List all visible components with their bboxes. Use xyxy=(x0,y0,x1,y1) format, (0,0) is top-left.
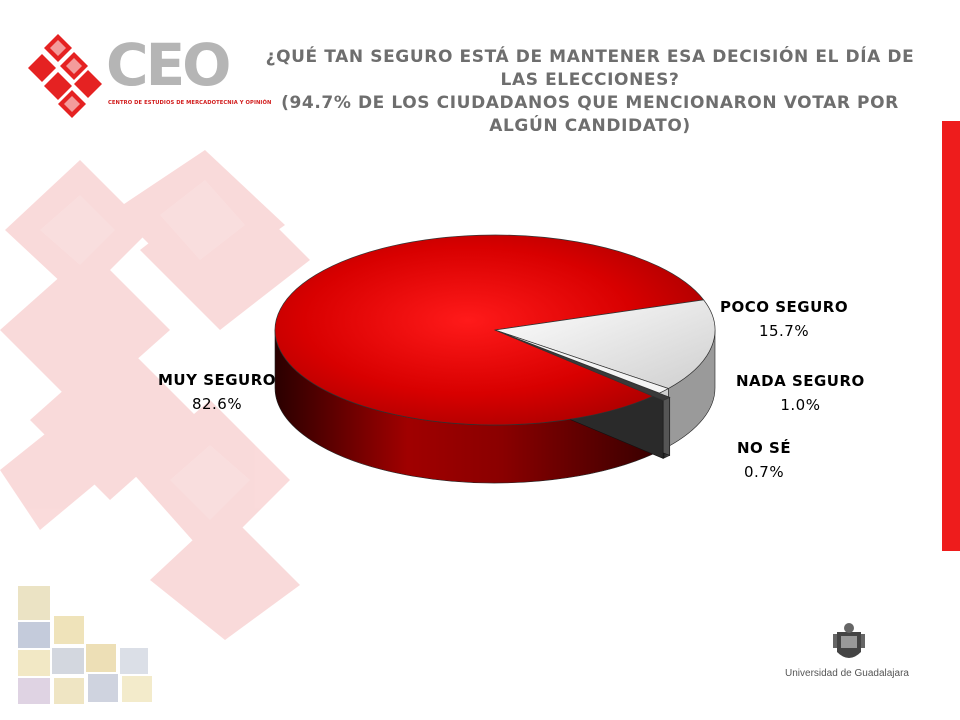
accent-bar xyxy=(942,121,960,551)
slide-title: ¿QUÉ TAN SEGURO ESTÁ DE MANTENER ESA DEC… xyxy=(262,46,918,138)
slice-poco-seguro xyxy=(494,299,716,389)
title-subtitle: (94.7% DE LOS CIUDADANOS QUE MENCIONARON… xyxy=(281,93,899,136)
university-name: Universidad de Guadalajara xyxy=(785,668,909,679)
university-logo: Universidad de Guadalajara xyxy=(785,622,925,682)
pie-tops xyxy=(274,234,716,426)
label-poco-seguro-name: POCO SEGURO xyxy=(720,298,849,316)
label-poco-seguro: POCO SEGURO 15.7% xyxy=(720,295,848,343)
photo-mosaic xyxy=(18,586,152,704)
slice-muy-seguro xyxy=(274,234,705,426)
logo-wordmark: CEO xyxy=(106,31,231,99)
label-muy-seguro: MUY SEGURO 82.6% xyxy=(158,368,276,416)
label-no-se: NO SÉ 0.7% xyxy=(737,436,791,484)
ceo-logo: CEO CENTRO DE ESTUDIOS DE MERCADOTECNIA … xyxy=(28,30,271,120)
label-no-se-value: 0.7% xyxy=(743,463,785,481)
label-no-se-name: NO SÉ xyxy=(737,439,792,457)
label-nada-seguro: NADA SEGURO 1.0% xyxy=(736,369,865,417)
label-poco-seguro-value: 15.7% xyxy=(758,322,810,340)
label-muy-seguro-name: MUY SEGURO xyxy=(158,371,277,389)
slice-no-se xyxy=(505,333,671,401)
university-crest-icon xyxy=(833,623,865,658)
label-nada-seguro-name: NADA SEGURO xyxy=(736,372,865,390)
title-question: ¿QUÉ TAN SEGURO ESTÁ DE MANTENER ESA DEC… xyxy=(265,47,915,90)
label-nada-seguro-value: 1.0% xyxy=(780,396,821,414)
label-muy-seguro-value: 82.6% xyxy=(191,395,243,413)
ceo-logo-diamonds-icon xyxy=(28,34,102,118)
logo-tagline: CENTRO DE ESTUDIOS DE MERCADOTECNIA Y OP… xyxy=(108,100,272,106)
